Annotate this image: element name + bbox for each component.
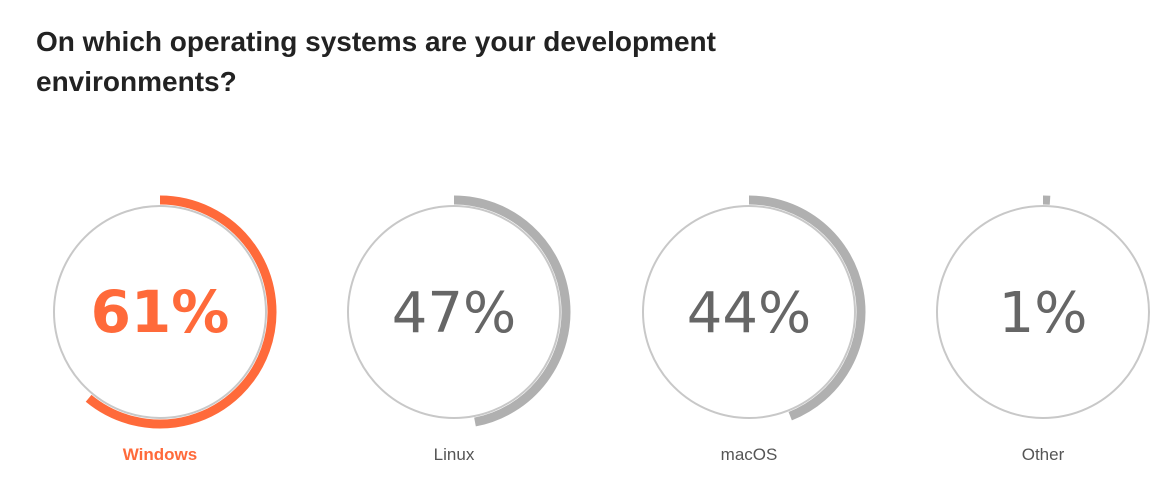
percent-value: 47%	[392, 281, 516, 346]
ring-windows: 61% Windows	[53, 195, 277, 464]
percent-value: 61%	[91, 278, 230, 346]
progress-arc	[453, 195, 571, 427]
category-label: Other	[1022, 445, 1065, 464]
category-label: macOS	[721, 445, 778, 464]
ring-linux: 47% Linux	[347, 195, 571, 464]
percent-value: 1%	[999, 281, 1088, 346]
ring-track	[936, 205, 1150, 419]
progress-arc	[748, 195, 866, 421]
ring-track	[53, 205, 267, 419]
ring-macos: 44% macOS	[642, 195, 866, 464]
ring-track	[642, 205, 856, 419]
category-label: Linux	[434, 445, 475, 464]
ring-track	[347, 205, 561, 419]
progress-arc	[85, 195, 277, 429]
chart-title: On which operating systems are your deve…	[36, 26, 716, 97]
ring-other: 1% Other	[936, 195, 1150, 464]
category-label: Windows	[123, 445, 197, 464]
percent-value: 44%	[687, 281, 811, 346]
